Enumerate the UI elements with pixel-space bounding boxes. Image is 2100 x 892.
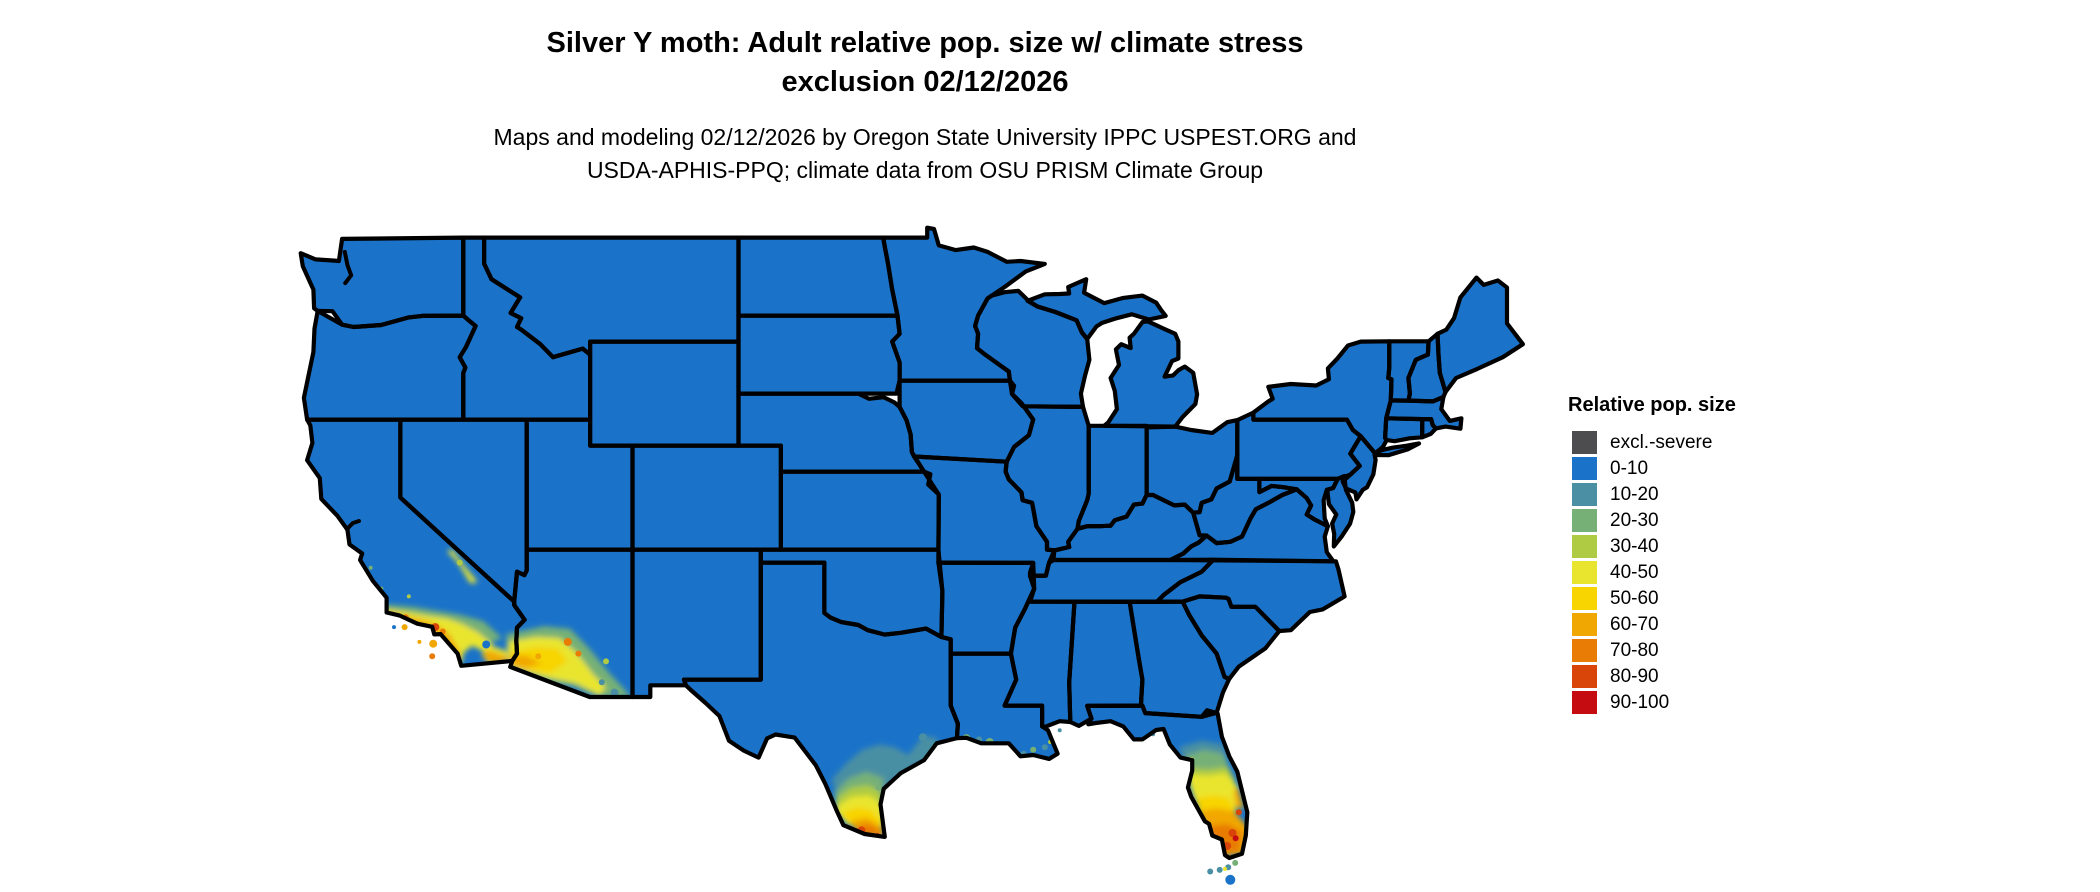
state-co (632, 445, 781, 550)
legend-swatch (1572, 482, 1597, 506)
state-ga (1129, 601, 1230, 717)
state-wv (1193, 455, 1297, 544)
legend-swatch (1572, 690, 1597, 714)
legend-label: 90-100 (1610, 691, 1670, 713)
legend-item: 80-90 (1572, 663, 1736, 689)
heat-region-fl (1179, 740, 1248, 857)
legend-label: 30-40 (1610, 535, 1659, 557)
legend-label: excl.-severe (1610, 431, 1713, 453)
state-ind (1077, 425, 1147, 529)
legend-label: 10-20 (1610, 483, 1659, 505)
legend-item: 10-20 (1572, 481, 1736, 507)
heat-layer (368, 549, 1248, 885)
state-al (1069, 601, 1143, 726)
legend-swatch (1572, 430, 1597, 454)
legend-swatch (1572, 456, 1597, 480)
legend-swatch (1572, 586, 1597, 610)
state-ri (1422, 419, 1436, 438)
legend: Relative pop. size excl.-severe 0-10 10-20… (1568, 394, 1736, 715)
state-nd (738, 237, 898, 316)
state-ne (738, 393, 924, 472)
state-ca (307, 419, 525, 666)
legend-label: 50-60 (1610, 587, 1659, 609)
state-mt (484, 237, 739, 358)
states-fill-layer (300, 227, 1523, 858)
legend-label: 40-50 (1610, 561, 1659, 583)
legend-label: 70-80 (1610, 639, 1659, 661)
state-ny (1253, 341, 1392, 454)
state-id (459, 237, 591, 420)
state-wa (300, 237, 464, 327)
state-ks (780, 471, 939, 550)
legend-swatch (1572, 508, 1597, 532)
us-map (298, 225, 1526, 885)
legend-item: 50-60 (1572, 585, 1736, 611)
legend-item: 0-10 (1572, 455, 1736, 481)
state-mn (883, 227, 1045, 381)
state-me (1437, 277, 1523, 392)
state-il (1005, 393, 1089, 551)
legend-item: 30-40 (1572, 533, 1736, 559)
legend-label: 60-70 (1610, 613, 1659, 635)
legend-items: excl.-severe 0-10 10-20 20-30 30-40 40-50 50-6… (1568, 429, 1736, 715)
figure-title: Silver Y moth: Adult relative pop. size … (0, 24, 1850, 102)
figure-subtitle: Maps and modeling 02/12/2026 by Oregon S… (0, 121, 1850, 187)
state-wy (590, 341, 739, 446)
state-ok (760, 549, 943, 637)
figure-title-line1: Silver Y moth: Adult relative pop. size … (546, 27, 1304, 59)
legend-item: excl.-severe (1572, 429, 1736, 455)
legend-label: 20-30 (1610, 509, 1659, 531)
state-pa (1237, 412, 1361, 479)
legend-item: 20-30 (1572, 507, 1736, 533)
legend-swatch (1572, 612, 1597, 636)
state-ms (1004, 588, 1075, 727)
state-sc (1182, 596, 1280, 679)
legend-swatch (1572, 560, 1597, 584)
state-mo (914, 456, 1055, 576)
legend-label: 80-90 (1610, 665, 1659, 687)
state-ut (526, 419, 633, 550)
legend-item: 90-100 (1572, 689, 1736, 715)
state-or (303, 310, 476, 420)
state-nv (400, 419, 527, 602)
state-ct (1385, 418, 1423, 442)
state-ia (899, 380, 1034, 462)
figure-subtitle-line1: Maps and modeling 02/12/2026 by Oregon S… (493, 124, 1357, 150)
legend-swatch (1572, 534, 1597, 558)
legend-item: 70-80 (1572, 637, 1736, 663)
state-wi (975, 290, 1090, 407)
state-sd (738, 315, 900, 394)
state-nm (632, 549, 761, 697)
legend-swatch (1572, 638, 1597, 662)
figure-title-line2: exclusion 02/12/2026 (781, 66, 1069, 98)
state-ma (1386, 397, 1462, 429)
state-md (1259, 478, 1338, 527)
state-va (1170, 489, 1334, 562)
state-borders-layer (298, 225, 1526, 861)
state-ar (938, 562, 1035, 654)
legend-label: 0-10 (1610, 457, 1649, 479)
state-vt (1388, 341, 1429, 401)
legend-title: Relative pop. size (1568, 394, 1736, 416)
legend-swatch (1572, 664, 1597, 688)
state-nc (1156, 559, 1345, 631)
figure-subtitle-line2: USDA-APHIS-PPQ; climate data from OSU PR… (586, 157, 1264, 183)
legend-item: 60-70 (1572, 611, 1736, 637)
legend-item: 40-50 (1572, 559, 1736, 585)
state-ky (1049, 495, 1207, 563)
